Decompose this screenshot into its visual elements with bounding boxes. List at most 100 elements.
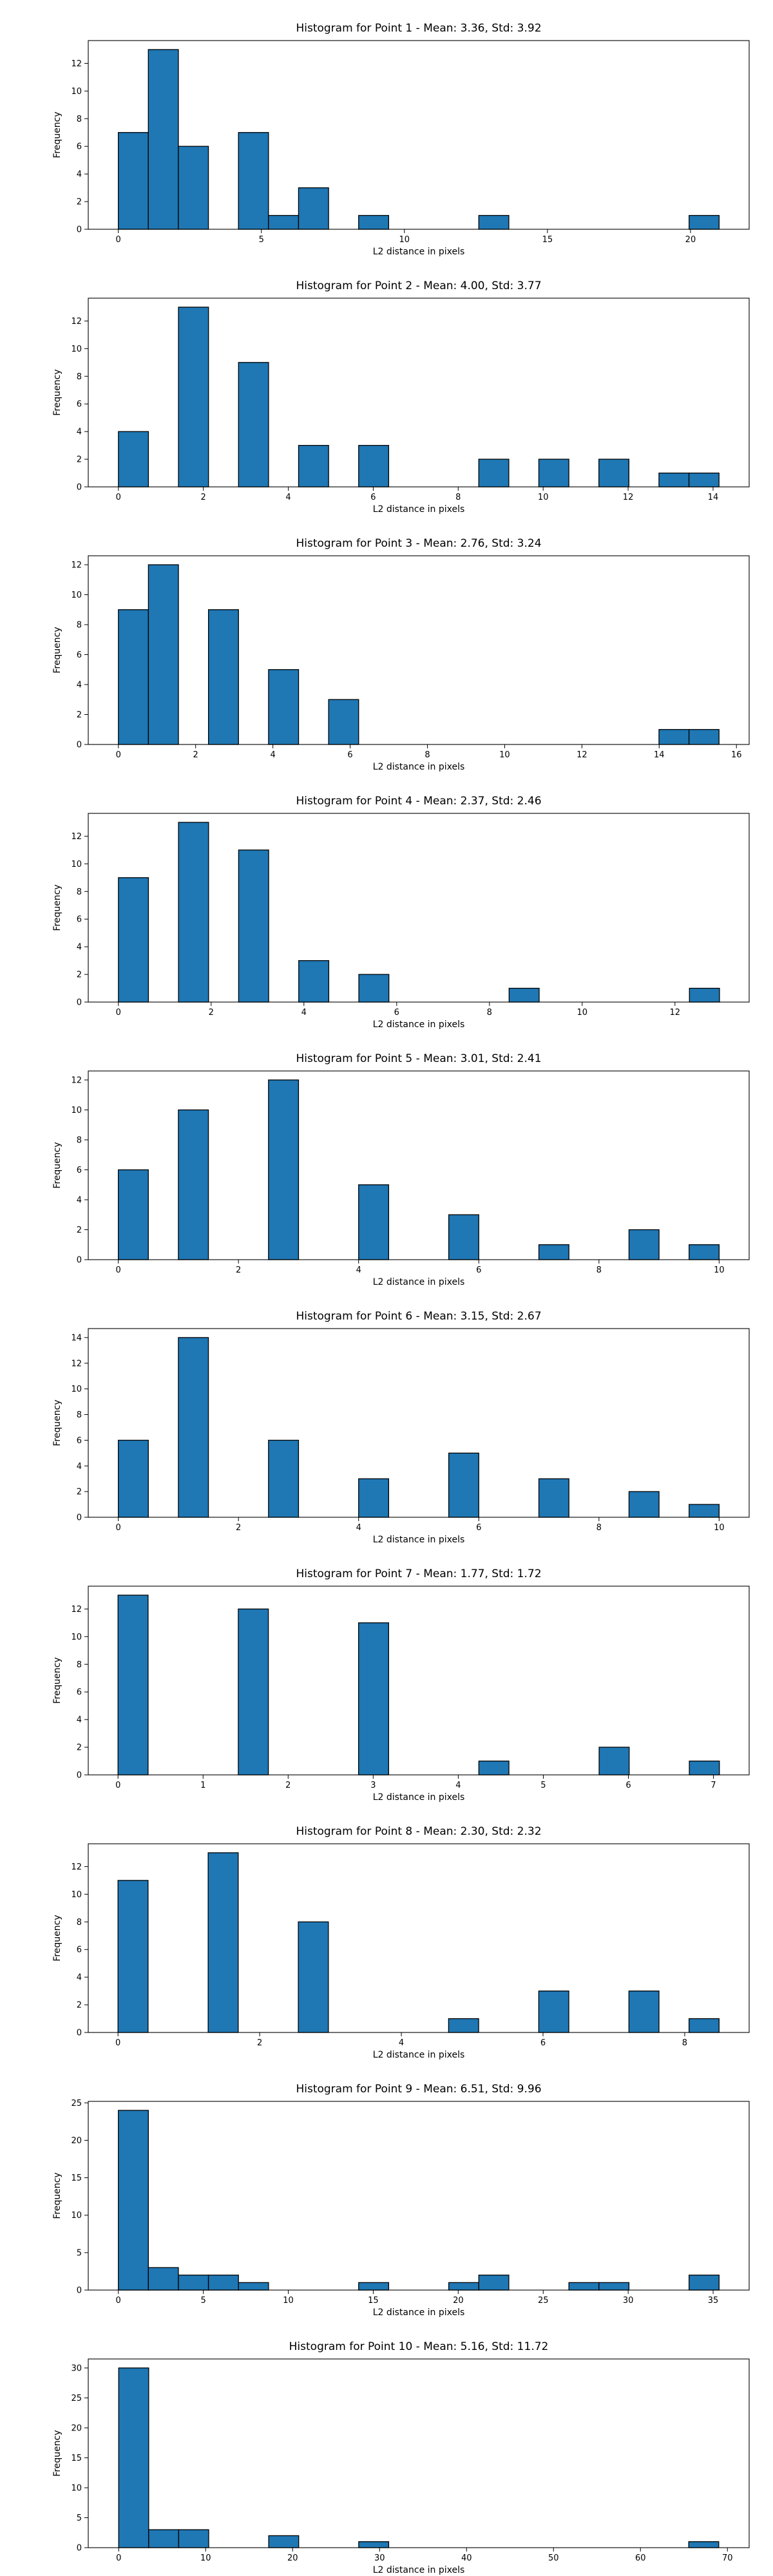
histogram-bar	[598, 1747, 630, 1776]
y-tick-label: 30	[71, 2363, 82, 2373]
histogram-bar	[538, 1478, 569, 1518]
y-tick-label: 6	[77, 1436, 82, 1446]
histogram-bar	[478, 214, 510, 230]
y-tick-label: 15	[71, 2174, 82, 2183]
y-tick-label: 20	[71, 2136, 82, 2146]
histogram-bar	[148, 49, 179, 230]
y-tick-label: 4	[77, 943, 82, 952]
chart-title: Histogram for Point 10 - Mean: 5.16, Std…	[289, 2340, 549, 2353]
x-tick-label: 20	[453, 2296, 464, 2306]
histogram-bar	[298, 1921, 329, 2033]
x-tick-label: 30	[374, 2553, 385, 2563]
x-tick-label: 10	[283, 2296, 294, 2306]
x-tick-label: 50	[548, 2553, 559, 2563]
histogram-bar	[448, 2282, 479, 2291]
y-tick-label: 12	[71, 1359, 82, 1368]
histogram-bar	[478, 2275, 510, 2291]
chart-title: Histogram for Point 8 - Mean: 2.30, Std:…	[296, 1825, 541, 1838]
x-tick-label: 6	[476, 1523, 481, 1533]
histogram-chart-5: Histogram for Point 5 - Mean: 3.01, Std:…	[52, 1052, 750, 1287]
y-tick-label: 25	[71, 2394, 82, 2403]
y-tick-label: 10	[71, 345, 82, 354]
y-tick-label: 0	[77, 1513, 82, 1523]
histogram-bar	[207, 1852, 239, 2033]
histogram-chart-1: Histogram for Point 1 - Mean: 3.36, Std:…	[52, 22, 750, 257]
chart-title: Histogram for Point 5 - Mean: 3.01, Std:…	[296, 1052, 541, 1065]
y-tick-label: 2	[77, 2001, 82, 2011]
histogram-bar	[268, 2535, 300, 2548]
y-tick-label: 0	[77, 225, 82, 235]
x-axis-label: L2 distance in pixels	[373, 504, 465, 515]
y-tick-label: 8	[77, 1660, 82, 1670]
bars-group	[118, 2367, 720, 2548]
histogram-bar	[689, 987, 720, 1003]
x-tick-label: 0	[116, 493, 121, 502]
x-tick-label: 14	[708, 493, 719, 502]
y-tick-label: 0	[77, 2029, 82, 2038]
y-tick-label: 12	[71, 832, 82, 842]
histogram-bar	[508, 987, 540, 1003]
x-tick-label: 20	[287, 2553, 298, 2563]
x-axis-label: L2 distance in pixels	[373, 1535, 465, 1545]
x-tick-label: 10	[538, 493, 549, 502]
histogram-bar	[268, 1439, 300, 1518]
x-axis-label: L2 distance in pixels	[373, 247, 465, 257]
histogram-chart-10: Histogram for Point 10 - Mean: 5.16, Std…	[52, 2340, 750, 2575]
bars-group	[118, 564, 720, 745]
histogram-chart-6: Histogram for Point 6 - Mean: 3.15, Std:…	[52, 1310, 750, 1545]
x-tick-label: 8	[425, 750, 430, 760]
y-axis-label: Frequency	[52, 1399, 62, 1446]
y-axis-label: Frequency	[52, 1142, 62, 1188]
bars-group	[118, 307, 720, 488]
y-tick-label: 20	[71, 2423, 82, 2433]
y-tick-label: 12	[71, 1862, 82, 1872]
y-tick-label: 10	[71, 1633, 82, 1642]
y-tick-label: 4	[77, 170, 82, 180]
histogram-bar	[538, 1990, 569, 2033]
x-tick-label: 8	[487, 1008, 492, 1018]
x-tick-label: 0	[115, 2038, 120, 2048]
x-tick-label: 8	[596, 1523, 602, 1533]
plot-frame	[88, 813, 750, 1003]
x-tick-label: 35	[708, 2296, 719, 2306]
y-tick-label: 10	[71, 860, 82, 869]
histogram-bar	[358, 2282, 390, 2291]
histogram-bar	[148, 564, 179, 745]
y-tick-label: 0	[77, 741, 82, 750]
x-tick-label: 0	[115, 235, 120, 245]
histogram-bar	[358, 974, 390, 1003]
histogram-bar	[117, 132, 149, 230]
x-tick-label: 8	[682, 2038, 687, 2048]
x-tick-label: 15	[368, 2296, 379, 2306]
chart-title: Histogram for Point 1 - Mean: 3.36, Std:…	[296, 22, 541, 35]
histogram-bar	[628, 1229, 660, 1260]
x-tick-label: 4	[301, 1008, 307, 1018]
y-tick-label: 12	[71, 1605, 82, 1615]
histogram-chart-2: Histogram for Point 2 - Mean: 4.00, Std:…	[52, 279, 750, 515]
y-axis-label: Frequency	[52, 2430, 62, 2476]
y-tick-label: 4	[77, 428, 82, 437]
y-tick-label: 8	[77, 620, 82, 630]
bars-group	[117, 1852, 720, 2033]
x-tick-label: 0	[116, 750, 121, 760]
histogram-bar	[238, 132, 269, 230]
x-tick-label: 8	[596, 1265, 602, 1275]
histogram-bar	[238, 849, 269, 1003]
x-tick-label: 12	[670, 1008, 681, 1018]
histogram-bar	[689, 214, 720, 230]
x-tick-label: 15	[542, 235, 553, 245]
histogram-bar	[688, 2018, 720, 2033]
histogram-bar	[358, 1478, 390, 1518]
histogram-bar	[598, 459, 629, 488]
x-tick-label: 2	[201, 493, 206, 502]
y-tick-label: 6	[77, 1166, 82, 1175]
plot-frame	[88, 1843, 750, 2033]
y-tick-label: 8	[77, 372, 82, 382]
plot-frame	[88, 555, 750, 745]
histogram-bar	[178, 2529, 209, 2548]
x-axis-label: L2 distance in pixels	[373, 2050, 465, 2060]
y-tick-label: 0	[77, 1256, 82, 1265]
y-tick-label: 12	[71, 1075, 82, 1085]
histogram-bar	[238, 1608, 269, 1776]
